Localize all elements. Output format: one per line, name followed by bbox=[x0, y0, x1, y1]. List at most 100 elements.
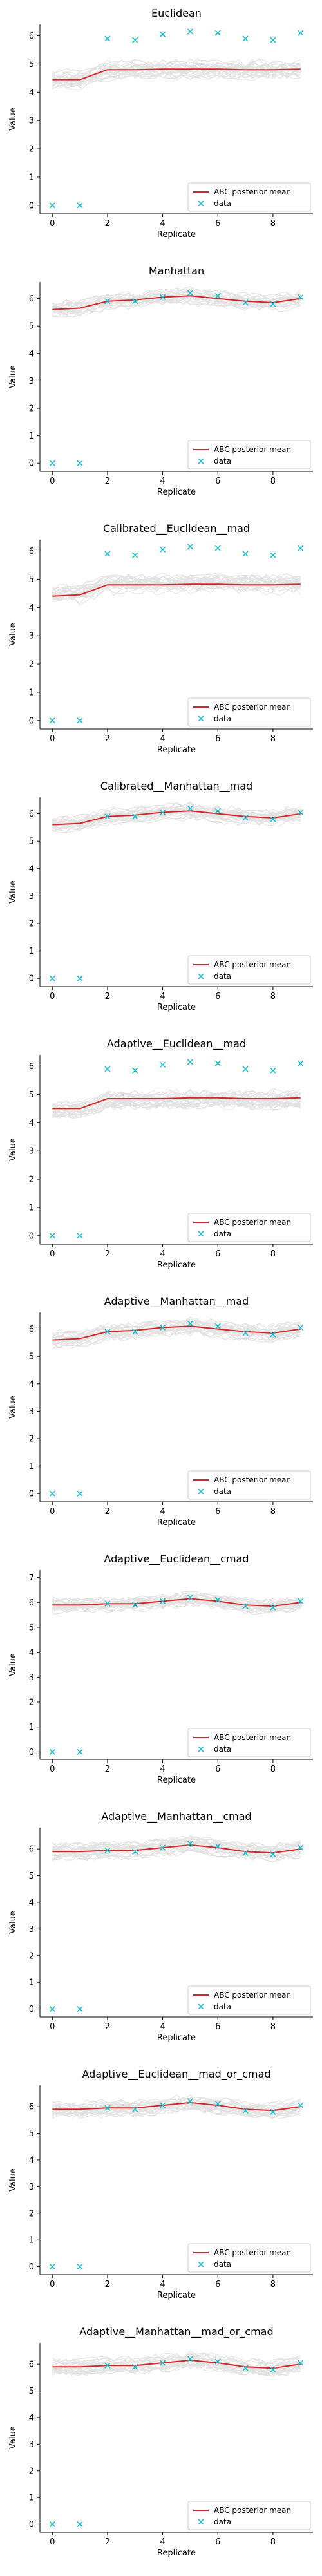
data-point-7 bbox=[242, 1330, 249, 1336]
data-point-stroke bbox=[270, 1067, 276, 1074]
trajectory-line bbox=[52, 2104, 301, 2115]
data-point-2 bbox=[104, 298, 111, 305]
x-tick-label: 8 bbox=[270, 2537, 276, 2547]
trajectory-line bbox=[52, 2353, 301, 2366]
data-point-6 bbox=[214, 1596, 221, 1603]
y-tick-label: 7 bbox=[29, 1573, 34, 1583]
trajectory-line bbox=[52, 2105, 301, 2120]
data-point-2 bbox=[104, 1329, 111, 1335]
x-axis-label: Replicate bbox=[157, 2548, 196, 2558]
trajectory-line bbox=[52, 806, 301, 826]
legend-mean-label: ABC posterior mean bbox=[214, 1991, 291, 2000]
trajectory-line bbox=[52, 2356, 301, 2369]
trajectory-line bbox=[52, 288, 301, 309]
trajectory-line bbox=[52, 1847, 301, 1862]
legend-box bbox=[187, 1728, 311, 1757]
data-point-5 bbox=[187, 1059, 193, 1065]
y-tick-label: 4 bbox=[29, 349, 34, 359]
y-tick-label: 3 bbox=[29, 117, 34, 126]
data-point-0 bbox=[49, 1490, 55, 1497]
x-tick-label: 4 bbox=[160, 1507, 165, 1517]
data-point-stroke bbox=[242, 1850, 249, 1856]
legend-data-label: data bbox=[214, 1745, 231, 1754]
data-point-stroke bbox=[214, 1596, 221, 1603]
y-tick-label: 5 bbox=[29, 2387, 34, 2396]
trajectory-line bbox=[52, 1593, 301, 1605]
y-tick-label: 4 bbox=[29, 1119, 34, 1128]
chart-panel-6: Adaptive__Euclidean__cmad 0 2 4 6 8 0 1 2 3 4 5 6 7 Re… bbox=[8, 1553, 313, 1785]
legend: ABC posterior mean data bbox=[187, 1213, 311, 1242]
trajectory-line bbox=[52, 808, 301, 823]
data-point-stroke bbox=[214, 545, 221, 551]
data-point-stroke bbox=[242, 35, 249, 42]
trajectory-line bbox=[52, 298, 301, 318]
y-axis-label: Value bbox=[8, 108, 18, 131]
posterior-band bbox=[52, 58, 301, 91]
data-point-stroke bbox=[132, 2363, 138, 2370]
trajectory-line bbox=[52, 580, 301, 601]
trajectory-line bbox=[52, 1088, 301, 1109]
posterior-band bbox=[52, 1591, 301, 1615]
y-tick-label: 5 bbox=[29, 1871, 34, 1881]
data-point-stroke bbox=[298, 2360, 304, 2366]
y-tick-label: 5 bbox=[29, 1090, 34, 1100]
y-tick-label: 4 bbox=[29, 864, 34, 874]
trajectory-line bbox=[52, 1836, 301, 1850]
x-tick-label: 4 bbox=[160, 992, 165, 1001]
data-point-2 bbox=[104, 1847, 111, 1853]
data-point-stroke bbox=[160, 1844, 166, 1851]
data-point-stroke bbox=[104, 2362, 111, 2369]
x-tick-label: 4 bbox=[160, 1765, 165, 1774]
trajectory-line bbox=[52, 1841, 301, 1855]
data-point-stroke bbox=[49, 1748, 55, 1755]
data-point-stroke bbox=[160, 2102, 166, 2108]
data-point-2 bbox=[104, 551, 111, 557]
data-point-stroke bbox=[298, 1844, 304, 1851]
y-tick-label: 6 bbox=[29, 32, 34, 41]
trajectory-line bbox=[52, 298, 301, 316]
data-point-1 bbox=[77, 460, 83, 466]
y-tick-label: 4 bbox=[29, 88, 34, 98]
x-tick-label: 6 bbox=[215, 1249, 220, 1259]
data-point-stroke bbox=[77, 202, 83, 209]
x-axis-label: Replicate bbox=[157, 1518, 196, 1528]
data-point-stroke bbox=[187, 28, 193, 35]
data-point-stroke bbox=[104, 1066, 111, 1072]
data-point-3 bbox=[132, 1329, 138, 1335]
trajectory-line bbox=[52, 2351, 301, 2364]
x-tick-label: 2 bbox=[105, 2537, 110, 2547]
data-point-6 bbox=[214, 1843, 221, 1850]
data-point-7 bbox=[242, 2107, 249, 2114]
trajectory-line bbox=[52, 1601, 301, 1613]
data-point-8 bbox=[270, 2366, 276, 2372]
trajectory-line bbox=[52, 62, 301, 82]
trajectory-line bbox=[52, 1099, 301, 1119]
data-point-8 bbox=[270, 37, 276, 43]
x-axis-label: Replicate bbox=[157, 230, 196, 240]
trajectory-line bbox=[52, 1090, 301, 1106]
y-tick-label: 0 bbox=[29, 1490, 34, 1499]
x-axis-label: Replicate bbox=[157, 1003, 196, 1012]
trajectory-line bbox=[52, 70, 301, 88]
y-tick-label: 2 bbox=[29, 2467, 34, 2476]
legend-mean-label: ABC posterior mean bbox=[214, 1733, 291, 1742]
x-tick-label: 0 bbox=[50, 1507, 55, 1517]
trajectory-line bbox=[52, 294, 301, 314]
data-point-1 bbox=[77, 2521, 83, 2528]
posterior-mean-line bbox=[52, 1844, 301, 1854]
trajectory-line bbox=[52, 1094, 301, 1113]
trajectory-line bbox=[52, 1101, 301, 1117]
data-point-stroke bbox=[49, 202, 55, 209]
posterior-band bbox=[52, 2351, 301, 2377]
data-point-0 bbox=[49, 1748, 55, 1755]
trajectory-line bbox=[52, 582, 301, 603]
data-point-1 bbox=[77, 202, 83, 209]
y-tick-label: 3 bbox=[29, 1673, 34, 1683]
x-tick-label: 6 bbox=[215, 2022, 220, 2032]
data-point-stroke bbox=[298, 1324, 304, 1331]
data-point-3 bbox=[132, 552, 138, 558]
y-tick-label: 0 bbox=[29, 2520, 34, 2530]
legend: ABC posterior mean data bbox=[187, 182, 311, 212]
trajectory-line bbox=[52, 1098, 301, 1119]
